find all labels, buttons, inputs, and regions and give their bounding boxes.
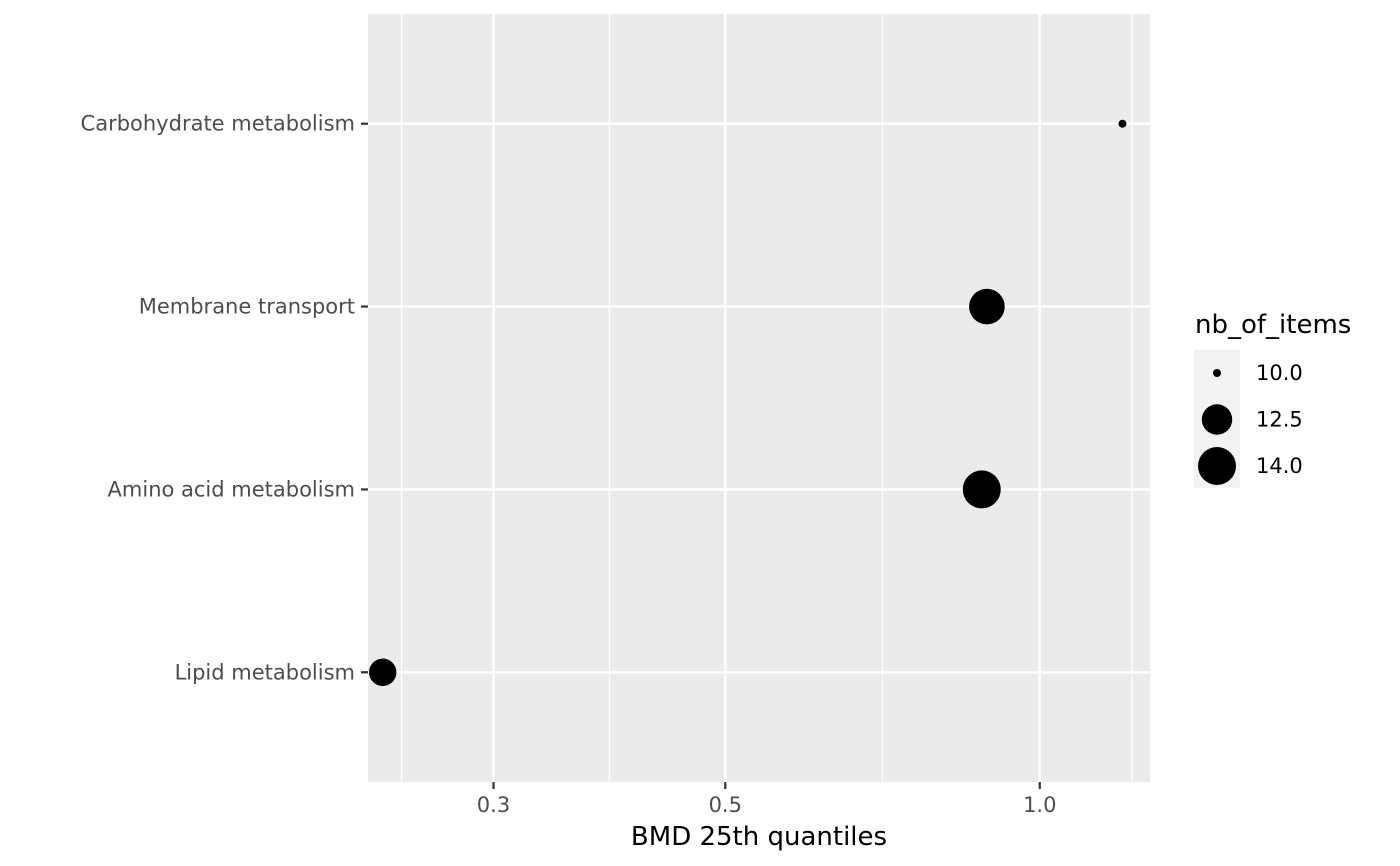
x-axis: 0.3 0.5 1.0 (477, 782, 1056, 817)
data-point (1118, 119, 1127, 128)
y-axis: Lipid metabolism Amino acid metabolism Mem… (81, 112, 368, 684)
y-tick-label: Lipid metabolism (175, 660, 355, 684)
major-gridlines (368, 14, 1150, 782)
x-tick-label: 0.3 (477, 793, 510, 817)
legend-label: 10.0 (1256, 361, 1303, 385)
legend-entries: 10.0 12.5 14.0 (1198, 361, 1303, 485)
minor-gridlines (400, 14, 1133, 782)
data-point (969, 288, 1005, 325)
legend-label: 12.5 (1256, 408, 1303, 432)
plot-panel (368, 14, 1150, 782)
y-tick-label: Carbohydrate metabolism (81, 112, 355, 136)
size-legend: nb_of_items 10.0 12.5 14.0 (1194, 310, 1351, 488)
data-point (962, 470, 1001, 509)
data-points (368, 119, 1127, 687)
legend-key (1198, 447, 1236, 485)
x-axis-title: BMD 25th quantiles (631, 822, 887, 852)
legend-key (1213, 369, 1221, 377)
y-tick-label: Amino acid metabolism (108, 477, 355, 501)
legend-label: 14.0 (1256, 454, 1303, 478)
data-point (368, 658, 397, 687)
x-tick-label: 0.5 (709, 793, 742, 817)
legend-title: nb_of_items (1195, 310, 1351, 340)
x-tick-label: 1.0 (1023, 793, 1056, 817)
legend-key (1201, 404, 1233, 435)
y-tick-label: Membrane transport (139, 295, 355, 319)
